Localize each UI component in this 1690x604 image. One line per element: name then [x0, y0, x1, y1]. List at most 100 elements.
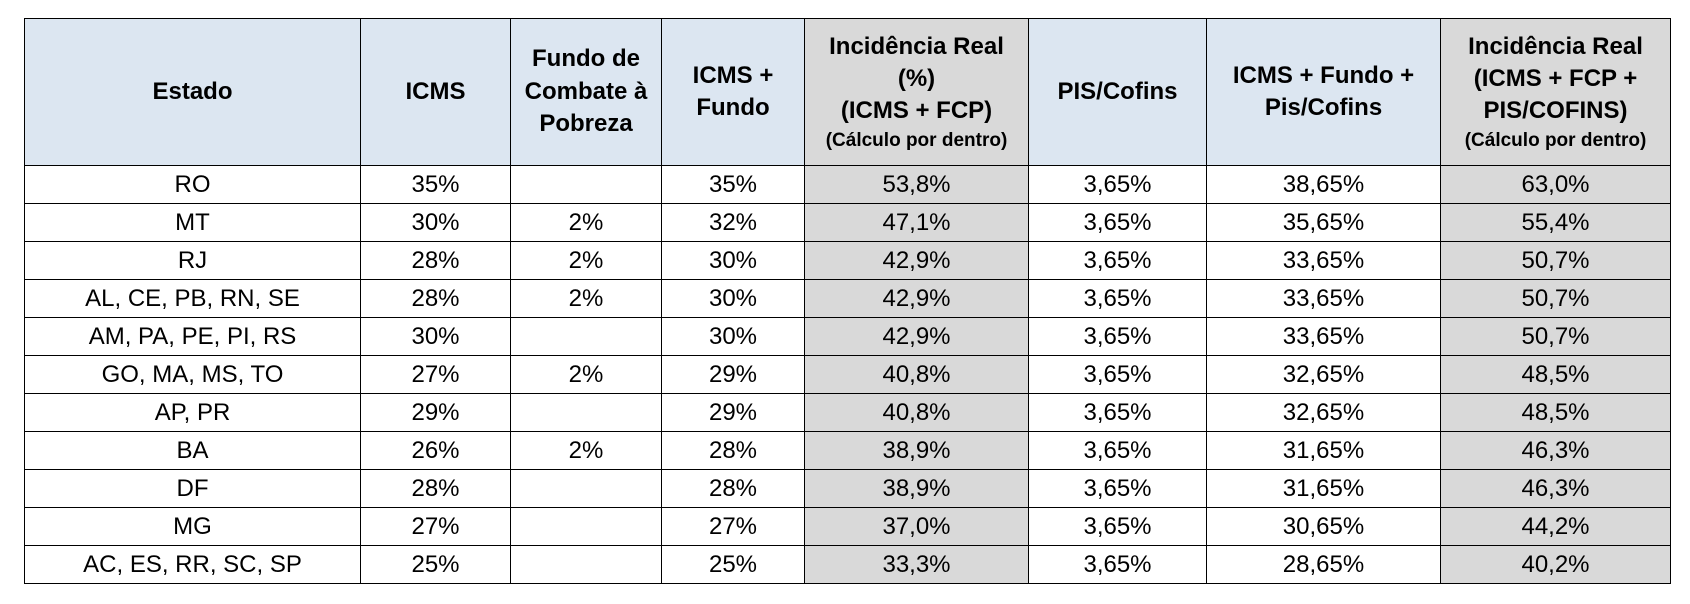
icms-fundo-pis-cell: 35,65%: [1206, 203, 1441, 242]
table-body: RO 35% 35% 53,8% 3,65% 38,65% 63,0% MT 30% 2% 32% 4…: [24, 165, 1671, 584]
header-incidencia1-line: (ICMS + FCP): [840, 97, 993, 125]
tax-table-container: Estado ICMS Fundo de Combate à Pobreza I…: [24, 18, 1671, 584]
fundo-cell: [510, 507, 662, 546]
incidencia-icms-fcp-cell: 42,9%: [804, 317, 1029, 356]
header-estado: Estado: [24, 18, 361, 166]
incidencia-icms-fcp-cell: 38,9%: [804, 469, 1029, 508]
estado-cell: BA: [24, 431, 361, 470]
incidencia-total-cell: 50,7%: [1440, 317, 1671, 356]
icms-fundo-cell: 35%: [661, 165, 805, 204]
incidencia-icms-fcp-cell: 38,9%: [804, 431, 1029, 470]
header-icms-fundo: ICMS + Fundo: [661, 18, 805, 166]
icms-cell: 30%: [360, 203, 511, 242]
header-fundo-line: Pobreza: [539, 110, 633, 138]
incidencia-total-cell: 46,3%: [1440, 431, 1671, 470]
incidencia-total-cell: 55,4%: [1440, 203, 1671, 242]
fundo-cell: 2%: [510, 279, 662, 318]
estado-cell: MG: [24, 507, 361, 546]
icms-cell: 26%: [360, 431, 511, 470]
incidencia-total-cell: 46,3%: [1440, 469, 1671, 508]
icms-fundo-pis-cell: 33,65%: [1206, 279, 1441, 318]
header-incidencia2-line: Incidência Real: [1468, 32, 1643, 60]
icms-fundo-cell: 28%: [661, 431, 805, 470]
header-incidencia2-line: PIS/COFINS): [1483, 97, 1628, 125]
incidencia-total-cell: 48,5%: [1440, 393, 1671, 432]
icms-cell: 28%: [360, 241, 511, 280]
icms-fundo-cell: 32%: [661, 203, 805, 242]
piscofins-cell: 3,65%: [1028, 507, 1207, 546]
icms-cell: 25%: [360, 545, 511, 584]
incidencia-total-cell: 50,7%: [1440, 279, 1671, 318]
icms-fundo-pis-cell: 32,65%: [1206, 355, 1441, 394]
table-row: DF 28% 28% 38,9% 3,65% 31,65% 46,3%: [24, 469, 1671, 508]
incidencia-icms-fcp-cell: 47,1%: [804, 203, 1029, 242]
icms-cell: 28%: [360, 469, 511, 508]
fundo-cell: 2%: [510, 241, 662, 280]
header-fundo: Fundo de Combate à Pobreza: [510, 18, 662, 166]
icms-fundo-pis-cell: 32,65%: [1206, 393, 1441, 432]
table-row: RJ 28% 2% 30% 42,9% 3,65% 33,65% 50,7%: [24, 241, 1671, 280]
icms-fundo-pis-cell: 30,65%: [1206, 507, 1441, 546]
header-icms-fundo-line: Fundo: [696, 94, 770, 121]
header-icms-fundo-pis-line: Pis/Cofins: [1264, 94, 1383, 121]
icms-fundo-pis-cell: 33,65%: [1206, 317, 1441, 356]
table-row: MG 27% 27% 37,0% 3,65% 30,65% 44,2%: [24, 507, 1671, 546]
header-incidencia-icms-fcp: Incidência Real (%) (ICMS + FCP) (Cálcul…: [804, 18, 1029, 166]
estado-cell: AC, ES, RR, SC, SP: [24, 545, 361, 584]
icms-fundo-cell: 30%: [661, 279, 805, 318]
estado-cell: AP, PR: [24, 393, 361, 432]
incidencia-icms-fcp-cell: 42,9%: [804, 241, 1029, 280]
incidencia-total-cell: 63,0%: [1440, 165, 1671, 204]
header-incidencia2-note: (Cálculo por dentro): [1464, 129, 1647, 151]
fundo-cell: 2%: [510, 355, 662, 394]
incidencia-total-cell: 40,2%: [1440, 545, 1671, 584]
estado-cell: AM, PA, PE, PI, RS: [24, 317, 361, 356]
piscofins-cell: 3,65%: [1028, 279, 1207, 318]
incidencia-icms-fcp-cell: 42,9%: [804, 279, 1029, 318]
header-fundo-line: Fundo de: [532, 45, 640, 73]
fundo-cell: [510, 317, 662, 356]
icms-fundo-pis-cell: 38,65%: [1206, 165, 1441, 204]
piscofins-cell: 3,65%: [1028, 241, 1207, 280]
estado-cell: GO, MA, MS, TO: [24, 355, 361, 394]
header-row: Estado ICMS Fundo de Combate à Pobreza I…: [24, 18, 1671, 166]
header-incidencia1-line: (%): [897, 64, 936, 92]
icms-cell: 30%: [360, 317, 511, 356]
incidencia-icms-fcp-cell: 40,8%: [804, 355, 1029, 394]
icms-fundo-pis-cell: 28,65%: [1206, 545, 1441, 584]
icms-fundo-pis-cell: 33,65%: [1206, 241, 1441, 280]
icms-fundo-cell: 29%: [661, 393, 805, 432]
estado-cell: RJ: [24, 241, 361, 280]
table-row: AM, PA, PE, PI, RS 30% 30% 42,9% 3,65% 33,65%…: [24, 317, 1671, 356]
incidencia-icms-fcp-cell: 53,8%: [804, 165, 1029, 204]
header-piscofins: PIS/Cofins: [1028, 18, 1207, 166]
header-incidencia2-line: (ICMS + FCP +: [1473, 64, 1638, 92]
table-row: MT 30% 2% 32% 47,1% 3,65% 35,65% 55,4%: [24, 203, 1671, 242]
icms-fundo-cell: 28%: [661, 469, 805, 508]
estado-cell: DF: [24, 469, 361, 508]
tax-table: Estado ICMS Fundo de Combate à Pobreza I…: [24, 18, 1671, 584]
header-icms: ICMS: [360, 18, 511, 166]
header-incidencia-total: Incidência Real (ICMS + FCP + PIS/COFINS…: [1440, 18, 1671, 166]
header-incidencia1-line: Incidência Real: [829, 32, 1004, 60]
piscofins-cell: 3,65%: [1028, 317, 1207, 356]
icms-cell: 29%: [360, 393, 511, 432]
piscofins-cell: 3,65%: [1028, 165, 1207, 204]
estado-cell: MT: [24, 203, 361, 242]
fundo-cell: [510, 165, 662, 204]
fundo-cell: [510, 469, 662, 508]
table-row: GO, MA, MS, TO 27% 2% 29% 40,8% 3,65% 32,65% 48…: [24, 355, 1671, 394]
header-incidencia1-note: (Cálculo por dentro): [825, 129, 1008, 151]
piscofins-cell: 3,65%: [1028, 355, 1207, 394]
icms-fundo-cell: 25%: [661, 545, 805, 584]
table-row: RO 35% 35% 53,8% 3,65% 38,65% 63,0%: [24, 165, 1671, 204]
piscofins-cell: 3,65%: [1028, 431, 1207, 470]
fundo-cell: 2%: [510, 203, 662, 242]
fundo-cell: [510, 393, 662, 432]
table-row: AC, ES, RR, SC, SP 25% 25% 33,3% 3,65% 28,65%…: [24, 545, 1671, 584]
incidencia-total-cell: 48,5%: [1440, 355, 1671, 394]
icms-cell: 28%: [360, 279, 511, 318]
header-icms-fundo-pis-line: ICMS + Fundo +: [1232, 61, 1415, 89]
fundo-cell: 2%: [510, 431, 662, 470]
icms-fundo-pis-cell: 31,65%: [1206, 469, 1441, 508]
